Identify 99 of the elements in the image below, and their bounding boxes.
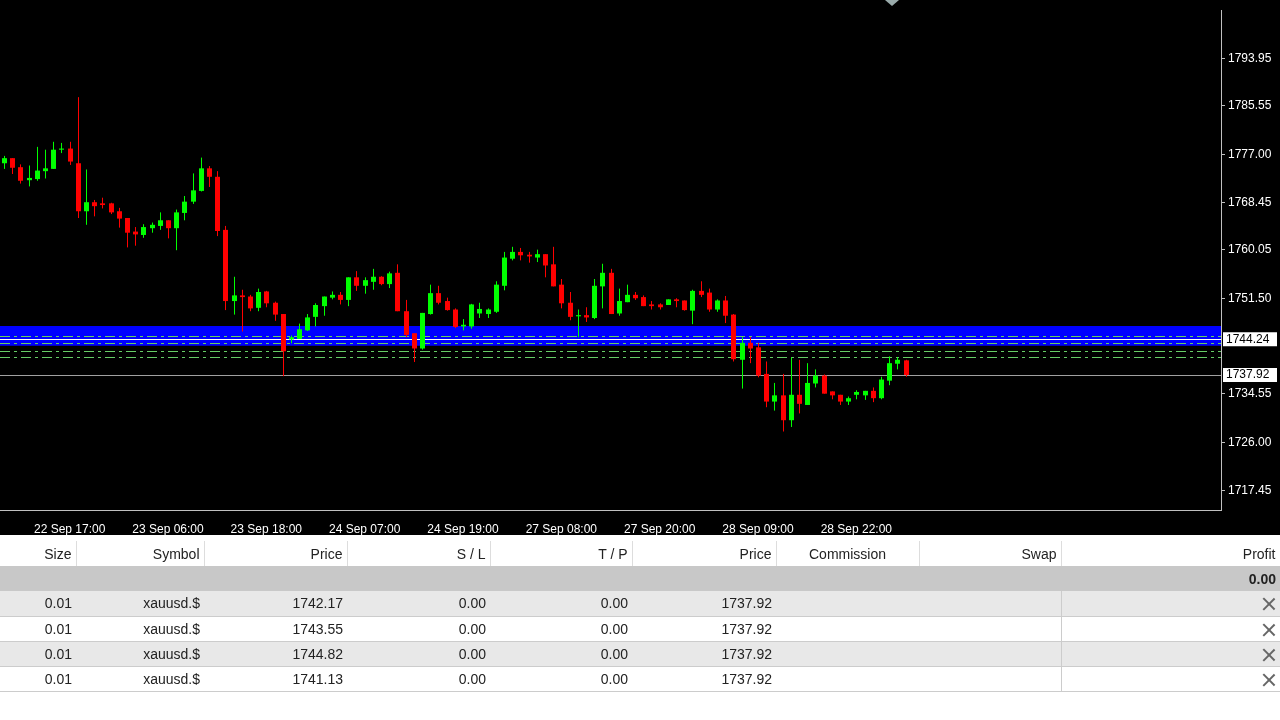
candlestick bbox=[35, 146, 40, 182]
text: 0.00 bbox=[458, 670, 486, 687]
candlestick bbox=[166, 219, 171, 239]
category-label: Price bbox=[204, 541, 347, 566]
candlestick bbox=[207, 165, 212, 188]
text: 0.00 bbox=[458, 595, 486, 612]
text: 0.00 bbox=[600, 670, 628, 687]
text: 0.01 bbox=[44, 670, 72, 687]
candlestick bbox=[707, 288, 712, 313]
ref-line-label: 1737.92 bbox=[1226, 367, 1270, 382]
text: 1743.55 bbox=[292, 620, 343, 637]
y-tick-label: 1760.05 bbox=[1228, 242, 1272, 257]
candlestick bbox=[469, 303, 474, 330]
text: 0.00 bbox=[600, 645, 628, 662]
text: 1737.92 bbox=[721, 620, 772, 637]
text: 1737.92 bbox=[721, 645, 772, 662]
candlestick bbox=[256, 288, 261, 312]
candlestick bbox=[551, 246, 556, 287]
candlestick bbox=[27, 165, 32, 187]
category-label: Commission bbox=[776, 541, 919, 566]
y-tick-label: 1777.00 bbox=[1228, 146, 1272, 161]
x-tick-label: 28 Sep 09:00 bbox=[722, 521, 795, 536]
candlestick bbox=[436, 285, 441, 305]
y-tick-label: 1793.95 bbox=[1228, 50, 1272, 65]
y-tick-label: 1717.45 bbox=[1228, 482, 1272, 497]
x-tick-label: 28 Sep 22:00 bbox=[820, 521, 893, 536]
text: 0.00 bbox=[600, 620, 628, 637]
text: 0.00 bbox=[458, 620, 486, 637]
y-tick-label: 1726.00 bbox=[1228, 434, 1272, 449]
category-label: Profit bbox=[1061, 541, 1280, 566]
text: 0.00 bbox=[458, 645, 486, 662]
candlestick bbox=[600, 263, 605, 309]
x-tick-label: 27 Sep 20:00 bbox=[623, 521, 696, 536]
category-label: Swap bbox=[919, 541, 1061, 566]
category-label: Symbol bbox=[76, 541, 204, 566]
candlestick bbox=[51, 141, 56, 170]
candlestick bbox=[18, 163, 23, 185]
text: 1744.82 bbox=[292, 645, 343, 662]
candlestick bbox=[354, 270, 359, 292]
candlestick bbox=[182, 195, 187, 221]
candlestick bbox=[117, 207, 122, 229]
candlestick bbox=[453, 307, 458, 329]
candlestick bbox=[191, 172, 196, 205]
ref-line-label: 1744.24 bbox=[1226, 331, 1270, 346]
candlestick bbox=[346, 276, 351, 307]
text: 1741.13 bbox=[292, 670, 343, 687]
candlestick bbox=[879, 376, 884, 400]
candlestick bbox=[273, 301, 278, 322]
x-tick-label: 23 Sep 18:00 bbox=[230, 521, 303, 536]
x-tick-label: 24 Sep 07:00 bbox=[328, 521, 401, 536]
candlestick bbox=[772, 382, 777, 412]
candlestick bbox=[313, 302, 318, 327]
text: 0.01 bbox=[44, 595, 72, 612]
text: xauusd.$ bbox=[143, 620, 200, 637]
x-tick-label: 24 Sep 19:00 bbox=[427, 521, 500, 536]
text: xauusd.$ bbox=[143, 595, 200, 612]
y-tick-label: 1734.55 bbox=[1228, 386, 1272, 401]
text: xauusd.$ bbox=[143, 670, 200, 687]
candlestick bbox=[232, 276, 237, 316]
candlestick bbox=[740, 336, 745, 390]
text: 1737.92 bbox=[721, 670, 772, 687]
candlestick bbox=[43, 149, 48, 179]
text: 1737.92 bbox=[721, 595, 772, 612]
candlestick bbox=[568, 291, 573, 321]
category-label: T / P bbox=[490, 541, 632, 566]
candlestick bbox=[174, 209, 179, 251]
candlestick bbox=[68, 141, 73, 166]
text: 0.00 bbox=[1248, 570, 1276, 587]
candlestick bbox=[805, 362, 810, 406]
category-label: S / L bbox=[347, 541, 490, 566]
text: 0.01 bbox=[44, 645, 72, 662]
y-tick-label: 1768.45 bbox=[1228, 194, 1272, 209]
text: 0.00 bbox=[600, 595, 628, 612]
candlestick bbox=[887, 355, 892, 386]
text: 0.01 bbox=[44, 620, 72, 637]
candlestick bbox=[404, 299, 409, 338]
candlestick bbox=[125, 217, 130, 248]
category-label: Size bbox=[0, 541, 76, 566]
y-tick-label: 1785.55 bbox=[1228, 98, 1272, 113]
category-label: Price bbox=[632, 541, 776, 566]
candlestick bbox=[797, 359, 802, 414]
candlestick bbox=[690, 289, 695, 325]
candlestick bbox=[723, 295, 728, 324]
y-tick-label: 1751.50 bbox=[1228, 290, 1272, 305]
candlestick bbox=[559, 278, 564, 309]
text: 1742.17 bbox=[292, 595, 343, 612]
candlestick bbox=[371, 268, 376, 291]
text: xauusd.$ bbox=[143, 645, 200, 662]
candlestick bbox=[543, 253, 548, 278]
x-tick-label: 22 Sep 17:00 bbox=[33, 521, 106, 536]
candlestick bbox=[199, 157, 204, 192]
candlestick bbox=[428, 284, 433, 316]
x-tick-label: 27 Sep 08:00 bbox=[525, 521, 598, 536]
candlestick bbox=[240, 289, 245, 333]
x-tick-label: 23 Sep 06:00 bbox=[132, 521, 205, 536]
candlestick bbox=[412, 332, 417, 363]
candlestick bbox=[84, 168, 89, 226]
candlestick bbox=[822, 373, 827, 395]
candlestick bbox=[617, 288, 622, 317]
